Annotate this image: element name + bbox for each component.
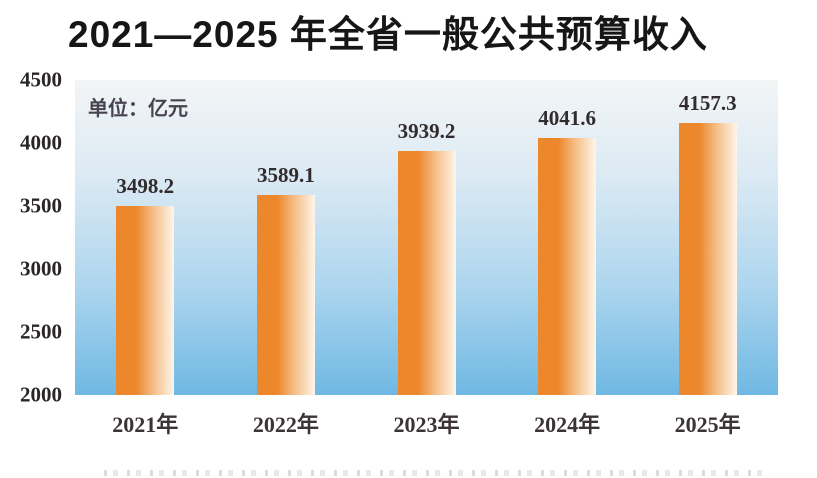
x-tick-label: 2021年 [112, 412, 179, 437]
x-tick-label: 2023年 [393, 412, 460, 437]
bar [538, 137, 597, 395]
x-tick-label: 2024年 [534, 412, 601, 437]
unit-label: 单位：亿元 [88, 98, 188, 120]
plot-area: 单位：亿元 3498.2 3589.1 3939.2 4041.6 4157.3 [75, 80, 778, 395]
bar [678, 123, 737, 395]
x-tick-label: 2025年 [674, 412, 741, 437]
bar-value-label: 3939.2 [397, 118, 456, 143]
y-tick-label: 2000 [20, 382, 62, 407]
chart-title: 2021—2025 年全省一般公共预算收入 [68, 14, 708, 55]
y-tick-label: 2500 [20, 319, 62, 344]
bar-value-label: 4041.6 [538, 105, 596, 130]
bar-value-label: 3589.1 [257, 162, 315, 187]
bar-value-label: 4157.3 [678, 91, 737, 116]
bar [256, 194, 315, 395]
y-tick-label: 3500 [20, 193, 62, 218]
y-tick-label: 3000 [20, 256, 62, 281]
bar-value-label: 3498.2 [116, 174, 175, 199]
y-tick-label: 4500 [20, 67, 62, 92]
x-tick-label: 2022年 [252, 412, 319, 437]
bar [116, 206, 175, 395]
bar [397, 150, 456, 395]
cropped-text-remnant [104, 470, 762, 476]
y-tick-label: 4000 [20, 130, 62, 155]
